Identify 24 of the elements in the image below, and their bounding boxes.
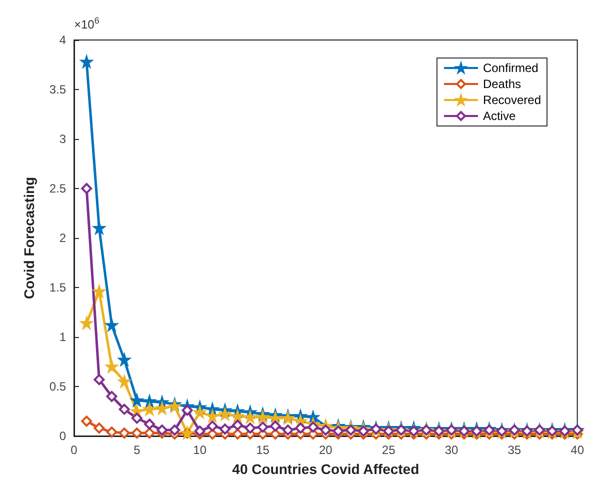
x-tick-label: 0	[70, 443, 78, 457]
y-tick-label: 2.5	[49, 182, 66, 196]
y-tick-label: 1	[59, 330, 66, 344]
y-tick-label: 1.5	[49, 280, 66, 294]
y-tick-label: 3.5	[49, 82, 66, 96]
x-tick-label: 40	[570, 443, 584, 457]
x-tick-label: 15	[256, 443, 270, 457]
x-tick-label: 25	[382, 443, 396, 457]
x-tick-label: 10	[193, 443, 207, 457]
x-tick-label: 5	[134, 443, 141, 457]
y-tick-label: 0.5	[49, 380, 66, 394]
y-axis-title: Covid Forecasting	[21, 176, 37, 300]
x-tick-label: 20	[318, 443, 333, 457]
y-tick-label: 2	[59, 231, 66, 245]
y-tick-label: 4	[59, 33, 66, 47]
y-tick-label: 3	[59, 132, 66, 146]
legend-label: Deaths	[482, 77, 521, 91]
legend-label: Confirmed	[482, 61, 538, 75]
x-tick-label: 35	[508, 443, 522, 457]
x-axis-title: 40 Countries Covid Affected	[232, 461, 420, 477]
y-tick-label: 0	[59, 429, 66, 443]
legend-label: Recovered	[482, 93, 541, 107]
x-tick-label: 30	[444, 443, 458, 457]
legend-label: Active	[482, 109, 516, 123]
